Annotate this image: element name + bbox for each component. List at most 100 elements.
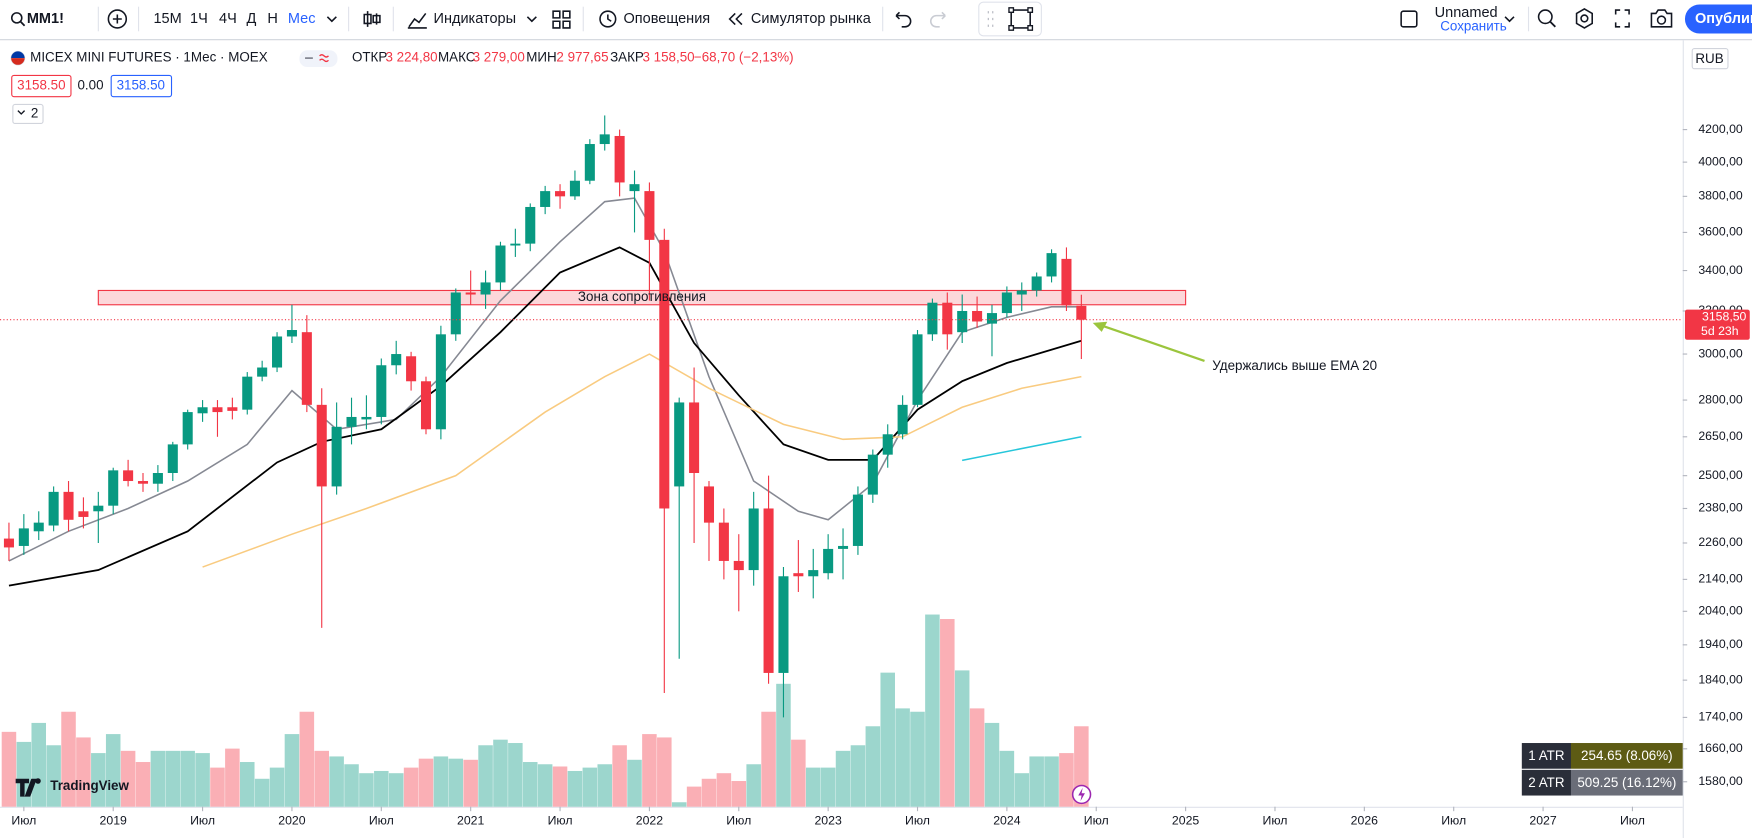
volume-bar: [612, 745, 627, 807]
currency-box[interactable]: [1691, 48, 1729, 70]
candle-body: [793, 573, 804, 577]
replay-icon[interactable]: [728, 12, 743, 26]
candle-body: [242, 376, 253, 410]
x-tick-label: Июл: [726, 813, 751, 827]
indicators-button[interactable]: Индикаторы: [434, 11, 517, 27]
indicators-chevron[interactable]: [526, 16, 537, 23]
volume-bar: [16, 741, 32, 807]
candle-body: [108, 470, 119, 506]
legend-title[interactable]: MICEX MINI FUTURES · 1Мес · MOEX: [30, 50, 268, 65]
alerts-icon-hand: [607, 14, 612, 22]
redo[interactable]: [930, 11, 946, 28]
high-value: 3 279,00: [473, 50, 525, 65]
x-tick-label: 2025: [1172, 813, 1199, 827]
candle-body: [1061, 258, 1072, 306]
snapshot[interactable]: [1650, 9, 1673, 28]
replay-button[interactable]: Симулятор рынка: [751, 11, 872, 27]
layout-save-status[interactable]: Сохранить: [1440, 18, 1507, 33]
y-tick-label: 1660,00: [1698, 741, 1743, 755]
y-tick-label: 3800,00: [1698, 189, 1743, 203]
volume-bar: [403, 767, 419, 807]
legend-pill[interactable]: [299, 50, 338, 68]
volume-bar: [865, 726, 881, 807]
y-tick-label: 2800,00: [1698, 392, 1743, 406]
add-symbol-plus: [112, 14, 122, 24]
indicator-count[interactable]: 2: [31, 106, 38, 121]
indicators-icon[interactable]: [407, 12, 427, 29]
chart-type-icon[interactable]: [363, 11, 381, 27]
x-tick-label: Июл: [1441, 813, 1466, 827]
candle-body: [167, 444, 178, 474]
candle-body: [1046, 253, 1057, 277]
alerts-icon[interactable]: [599, 10, 617, 28]
candle-body: [823, 548, 834, 574]
candle-body: [569, 180, 580, 197]
quick-search-handle: [1549, 20, 1556, 28]
rectangle-tool-corners: [1008, 7, 1034, 31]
layout-icon[interactable]: [552, 10, 571, 29]
candle-body: [93, 505, 104, 512]
volume-bar: [120, 750, 136, 807]
currency[interactable]: RUB: [1695, 51, 1723, 66]
alerts-button[interactable]: Оповещения: [623, 11, 710, 27]
volume-bar: [91, 753, 106, 807]
candle-body: [1076, 305, 1087, 320]
volume-bar: [746, 764, 761, 807]
volume-bar: [180, 750, 195, 807]
annotation-arrow: [1092, 321, 1205, 362]
indicators-toggle[interactable]: [12, 103, 44, 125]
fullscreen[interactable]: [1614, 9, 1630, 28]
symbol[interactable]: MM1!: [27, 11, 64, 27]
ask-value[interactable]: 3158.50: [117, 78, 165, 93]
volume-bar: [552, 766, 568, 807]
layout-name[interactable]: Unnamed: [1435, 5, 1498, 21]
candle-body: [584, 144, 595, 181]
volume-bar: [463, 759, 478, 807]
interval-button[interactable]: 1Ч: [190, 11, 208, 27]
indicator-line: [8, 197, 1082, 562]
layout-chevron[interactable]: [1504, 16, 1515, 23]
settings[interactable]: [1575, 8, 1593, 29]
candle-body: [510, 243, 521, 246]
drag-handle[interactable]: [987, 11, 994, 27]
ask-box[interactable]: [110, 74, 173, 98]
candle-body: [986, 313, 998, 324]
volume-bar: [910, 711, 925, 807]
volume-bar: [61, 711, 76, 807]
candle-body: [703, 486, 715, 523]
undo[interactable]: [895, 11, 912, 28]
add-symbol[interactable]: [107, 9, 128, 29]
interval-button[interactable]: Н: [267, 11, 277, 27]
bid-value[interactable]: 3158.50: [17, 78, 65, 93]
atr-table: 1 ATR 254.65 (8.06%) 2 ATR 509.25 (16.12…: [1521, 743, 1683, 796]
atr-label: 1 ATR: [1528, 748, 1565, 763]
interval-button[interactable]: Мес: [288, 11, 316, 27]
candle-body: [614, 135, 625, 183]
candle-body: [972, 310, 983, 322]
candle-body: [897, 404, 908, 435]
x-tick-label: Июл: [11, 813, 36, 827]
interval-chevron[interactable]: [326, 16, 337, 23]
watermark-logo: [15, 778, 37, 797]
volume-bar: [448, 758, 464, 807]
bid-box[interactable]: [11, 74, 72, 98]
publish-label[interactable]: Опублик: [1695, 11, 1752, 27]
volume-bar: [329, 756, 344, 807]
rectangle-tool[interactable]: [1010, 9, 1031, 29]
interval-button[interactable]: 15М: [153, 11, 181, 27]
volume-bar: [433, 756, 449, 807]
close-value: 3 158,50: [642, 50, 694, 65]
candle-body: [927, 302, 938, 335]
interval-button[interactable]: Д: [246, 11, 256, 27]
layout-checkbox[interactable]: [1400, 10, 1418, 28]
open-label: ОТКР: [352, 50, 387, 65]
volume-bar: [46, 745, 61, 807]
publish-button[interactable]: [1684, 4, 1752, 34]
interval-button[interactable]: 4Ч: [219, 11, 237, 27]
search-icon-handle: [20, 21, 26, 27]
quick-search[interactable]: [1537, 9, 1553, 25]
x-tick-label: Июл: [1084, 813, 1109, 827]
change-value: −68,70 (−2,13%): [694, 50, 794, 65]
resistance-zone: [97, 289, 1187, 306]
search-icon[interactable]: [10, 12, 23, 24]
